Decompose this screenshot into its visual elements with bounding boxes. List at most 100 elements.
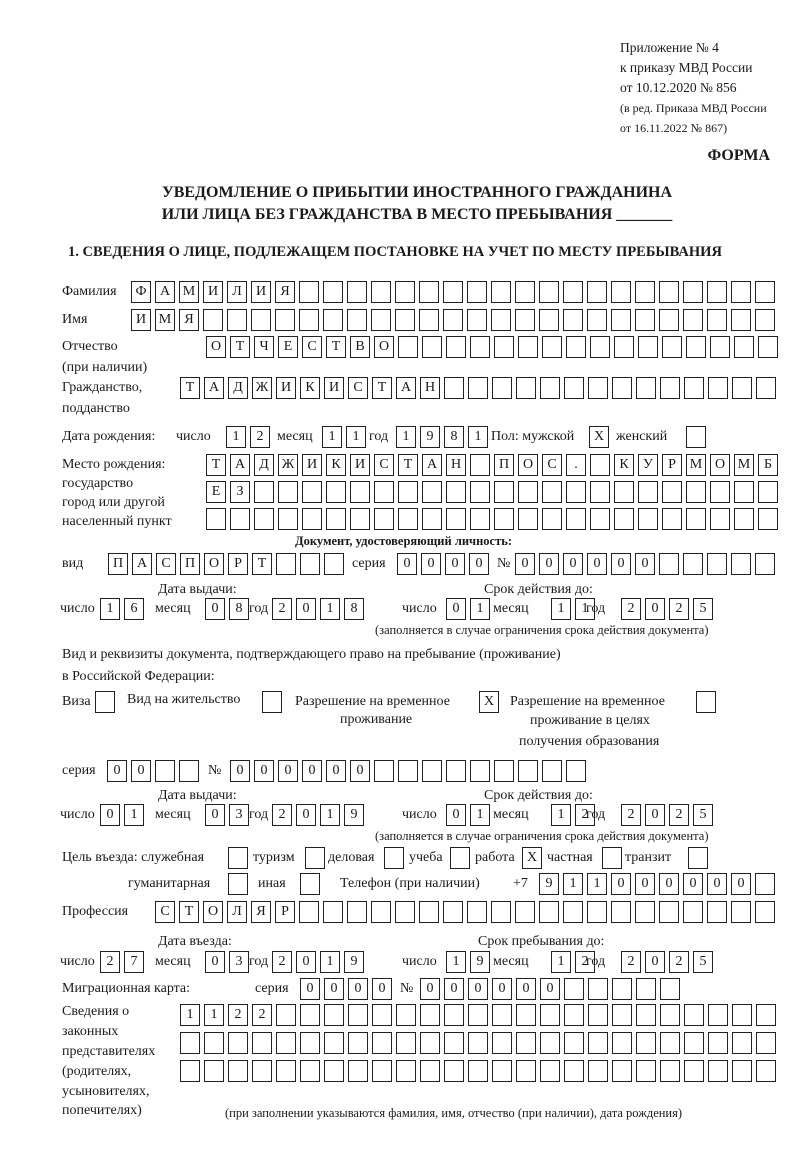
char-box[interactable] <box>179 760 199 782</box>
char-box[interactable] <box>324 1004 344 1026</box>
char-box[interactable] <box>470 454 490 476</box>
char-box[interactable] <box>587 309 607 331</box>
char-box[interactable] <box>276 553 296 575</box>
char-box[interactable] <box>419 281 439 303</box>
char-box[interactable] <box>635 281 655 303</box>
char-box[interactable] <box>467 901 487 923</box>
char-box[interactable] <box>470 508 490 530</box>
char-box[interactable] <box>446 760 466 782</box>
char-box[interactable] <box>756 1060 776 1082</box>
char-box[interactable] <box>515 901 535 923</box>
char-box[interactable] <box>299 901 319 923</box>
char-box[interactable] <box>444 377 464 399</box>
char-box[interactable] <box>590 336 610 358</box>
char-box[interactable] <box>251 309 271 331</box>
char-box[interactable] <box>371 281 391 303</box>
char-box[interactable]: С <box>542 454 562 476</box>
char-box[interactable] <box>756 1004 776 1026</box>
char-box[interactable] <box>612 377 632 399</box>
char-box[interactable] <box>275 309 295 331</box>
char-box[interactable] <box>614 481 634 503</box>
char-box[interactable]: Р <box>228 553 248 575</box>
char-box[interactable]: 2 <box>669 804 689 826</box>
char-box[interactable]: И <box>350 454 370 476</box>
char-box[interactable] <box>540 377 560 399</box>
char-box[interactable] <box>707 309 727 331</box>
char-box[interactable]: У <box>638 454 658 476</box>
char-box[interactable] <box>348 1060 368 1082</box>
char-box[interactable] <box>516 377 536 399</box>
char-box[interactable] <box>155 760 175 782</box>
char-box[interactable]: Ж <box>252 377 272 399</box>
char-box[interactable]: С <box>302 336 322 358</box>
char-box[interactable]: Д <box>254 454 274 476</box>
char-box[interactable] <box>374 481 394 503</box>
char-box[interactable] <box>708 1032 728 1054</box>
char-box[interactable] <box>755 553 775 575</box>
char-box[interactable] <box>371 309 391 331</box>
char-box[interactable] <box>588 978 608 1000</box>
char-box[interactable]: 0 <box>302 760 322 782</box>
char-box[interactable]: 0 <box>421 553 441 575</box>
char-box[interactable]: П <box>180 553 200 575</box>
char-box[interactable]: 1 <box>563 873 583 895</box>
checkbox[interactable] <box>262 691 282 713</box>
char-box[interactable] <box>324 1060 344 1082</box>
char-box[interactable] <box>686 481 706 503</box>
char-box[interactable]: 0 <box>445 553 465 575</box>
char-box[interactable] <box>203 309 223 331</box>
char-box[interactable] <box>300 1032 320 1054</box>
char-box[interactable] <box>638 508 658 530</box>
char-box[interactable] <box>516 1032 536 1054</box>
char-box[interactable] <box>707 281 727 303</box>
char-box[interactable] <box>371 901 391 923</box>
char-box[interactable] <box>516 1004 536 1026</box>
char-box[interactable] <box>564 1004 584 1026</box>
char-box[interactable]: Т <box>230 336 250 358</box>
char-box[interactable]: 5 <box>693 804 713 826</box>
char-box[interactable] <box>755 309 775 331</box>
char-box[interactable]: 1 <box>551 804 571 826</box>
char-box[interactable] <box>660 1060 680 1082</box>
char-box[interactable] <box>492 1060 512 1082</box>
char-box[interactable] <box>492 1004 512 1026</box>
char-box[interactable] <box>659 281 679 303</box>
char-box[interactable]: 1 <box>124 804 144 826</box>
char-box[interactable] <box>708 377 728 399</box>
checkbox[interactable] <box>95 691 115 713</box>
char-box[interactable] <box>347 901 367 923</box>
char-box[interactable]: М <box>734 454 754 476</box>
char-box[interactable]: К <box>326 454 346 476</box>
char-box[interactable]: Л <box>227 901 247 923</box>
char-box[interactable] <box>276 1032 296 1054</box>
char-box[interactable] <box>566 336 586 358</box>
char-box[interactable] <box>420 1060 440 1082</box>
char-box[interactable] <box>686 336 706 358</box>
char-box[interactable]: Т <box>179 901 199 923</box>
char-box[interactable]: 0 <box>296 598 316 620</box>
char-box[interactable]: Т <box>180 377 200 399</box>
char-box[interactable] <box>566 481 586 503</box>
char-box[interactable]: 8 <box>229 598 249 620</box>
char-box[interactable]: 2 <box>272 804 292 826</box>
char-box[interactable] <box>614 336 634 358</box>
char-box[interactable] <box>444 1032 464 1054</box>
char-box[interactable]: Л <box>227 281 247 303</box>
char-box[interactable]: 0 <box>611 873 631 895</box>
char-box[interactable] <box>276 1004 296 1026</box>
char-box[interactable] <box>348 1004 368 1026</box>
char-box[interactable]: 9 <box>344 951 364 973</box>
char-box[interactable] <box>324 553 344 575</box>
char-box[interactable] <box>254 481 274 503</box>
char-box[interactable]: И <box>324 377 344 399</box>
char-box[interactable] <box>587 281 607 303</box>
char-box[interactable]: А <box>132 553 152 575</box>
char-box[interactable] <box>324 1032 344 1054</box>
char-box[interactable]: А <box>155 281 175 303</box>
char-box[interactable] <box>659 901 679 923</box>
char-box[interactable] <box>755 281 775 303</box>
char-box[interactable]: 2 <box>252 1004 272 1026</box>
char-box[interactable]: Т <box>326 336 346 358</box>
char-box[interactable] <box>635 309 655 331</box>
char-box[interactable] <box>420 1032 440 1054</box>
